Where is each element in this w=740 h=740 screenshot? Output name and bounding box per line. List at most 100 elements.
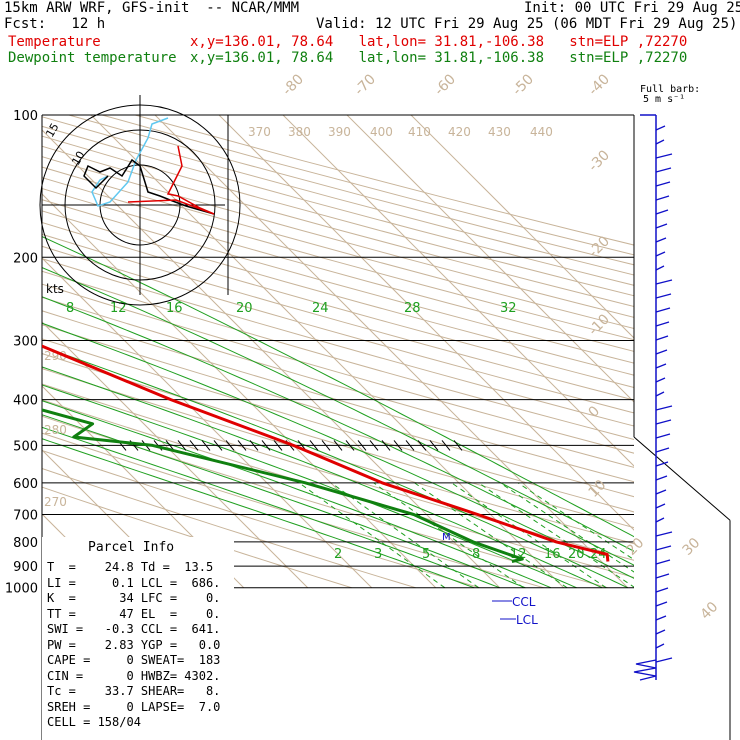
- moist-adiabat-line: [42, 366, 603, 589]
- mixing-ratio-line: [373, 482, 524, 589]
- dry-adiabat-line: [42, 245, 634, 414]
- wind-barb: [655, 531, 673, 537]
- wind-barb: [655, 153, 673, 159]
- dry-adiabat-line: [42, 383, 634, 561]
- mixing-ratio-label-8: 8: [472, 547, 480, 562]
- pressure-label-800: 800: [13, 536, 38, 551]
- wind-barb: [655, 503, 666, 509]
- dry-adiabat-line: [42, 233, 634, 401]
- freezing-hatch: [429, 440, 439, 451]
- wind-barb: [655, 391, 665, 397]
- freezing-hatch: [381, 440, 391, 451]
- isotherm-line: [154, 115, 629, 589]
- freezing-hatch: [369, 440, 379, 451]
- moist-label-32: 32: [500, 301, 517, 316]
- wind-barb: [655, 475, 668, 481]
- isotherm-line: [282, 115, 634, 467]
- dry-adiabat-line: [42, 258, 634, 427]
- wind-barb: [655, 307, 671, 313]
- freezing-hatch: [237, 440, 247, 451]
- isotherm-label--80: -80: [280, 71, 307, 98]
- isotherm-label--30: -30: [586, 147, 613, 174]
- dry-adiabat-line: [42, 135, 634, 297]
- wind-barb: [655, 363, 667, 369]
- freezing-hatch: [333, 440, 343, 451]
- mixing-ratio-label-16: 16: [544, 547, 561, 562]
- freezing-hatch: [405, 440, 415, 451]
- theta-label-270: 270: [44, 495, 67, 509]
- moist-label-28: 28: [404, 301, 421, 316]
- theta-label-410: 410: [408, 125, 431, 139]
- dry-adiabat-line: [42, 368, 634, 545]
- freezing-hatch: [357, 440, 367, 451]
- parcel-row: SWI = -0.3 CCL = 641.: [47, 622, 221, 636]
- forecast-hour: Fcst: 12 h: [4, 16, 106, 32]
- dry-adiabat-line: [42, 338, 634, 513]
- freezing-hatch: [453, 440, 463, 451]
- wind-barb-low: [633, 659, 657, 681]
- wind-barb: [655, 251, 666, 257]
- parcel-row: SREH = 0 LAPSE= 7.0: [47, 699, 221, 714]
- wind-barb: [655, 349, 668, 355]
- mixing-ratio-label-20: 20: [568, 547, 585, 562]
- isotherm-line: [42, 321, 309, 589]
- isotherm-label--60: -60: [432, 71, 459, 98]
- moist-adiabat-line: [42, 438, 475, 589]
- dry-adiabat-line: [42, 221, 634, 389]
- wind-barb: [655, 293, 672, 299]
- wind-barb: [655, 587, 669, 593]
- freezing-hatch: [321, 440, 331, 451]
- pressure-label-600: 600: [13, 477, 38, 492]
- theta-label-400: 400: [370, 125, 393, 139]
- freezing-hatch: [417, 440, 427, 451]
- mixing-ratio-label-5: 5: [422, 547, 430, 562]
- wind-barb: [655, 237, 667, 243]
- dry-adiabat-line: [42, 199, 634, 364]
- moist-label-12: 12: [110, 301, 127, 316]
- wind-barb: [655, 461, 669, 467]
- dry-adiabat-line: [42, 324, 634, 498]
- wind-barb: [655, 489, 667, 495]
- isotherm-line: [218, 115, 634, 531]
- dewpoint-info: x,y=136.01, 78.64 lat,lon= 31.81,-106.38…: [190, 50, 688, 66]
- dry-adiabat-line: [42, 156, 634, 318]
- wind-barb: [655, 615, 667, 621]
- moist-adiabat-line: [42, 322, 634, 579]
- init-time: Init: 00 UTC Fri 29 Aug 25: [524, 0, 740, 16]
- wind-barb: [655, 125, 666, 131]
- moist-adiabat-line: [42, 267, 634, 552]
- freezing-hatch: [393, 440, 403, 451]
- wind-barb: [655, 559, 671, 565]
- parcel-row: CAPE = 0 SWEAT= 183: [47, 653, 221, 667]
- dry-adiabat-line: [42, 177, 634, 341]
- wind-barb: [655, 279, 673, 285]
- dry-adiabat-line: [42, 353, 634, 529]
- wind-barb: [655, 447, 670, 453]
- valid-time: Valid: 12 UTC Fri 29 Aug 25 (06 MDT Fri …: [316, 16, 738, 32]
- isotherm-label--50: -50: [510, 71, 537, 98]
- pressure-label-700: 700: [13, 508, 38, 523]
- dry-adiabat-line: [42, 145, 634, 307]
- hodograph-units: kts: [46, 282, 64, 296]
- dry-adiabat-line: [42, 415, 608, 589]
- isotherm-line: [346, 115, 634, 403]
- freezing-hatch: [165, 440, 175, 451]
- freezing-hatch: [213, 440, 223, 451]
- isotherm-label--70: -70: [352, 71, 379, 98]
- isotherm-label-10: 10: [586, 477, 610, 501]
- dry-adiabat-line: [42, 486, 352, 589]
- model-title: 15km ARW WRF, GFS-init -- NCAR/MMM: [4, 0, 300, 16]
- wind-barb: [655, 167, 672, 173]
- wind-barb: [655, 321, 670, 327]
- moist-label-16: 16: [166, 301, 183, 316]
- dewpoint-profile: [42, 408, 524, 563]
- isotherm-line: [42, 449, 181, 589]
- freezing-hatch: [345, 440, 355, 451]
- pressure-label-100: 100: [13, 109, 38, 124]
- wind-barb: [655, 209, 669, 215]
- right-axis-lower: [633, 436, 731, 521]
- dry-adiabat-line: [42, 210, 634, 376]
- parcel-row: K = 34 LFC = 0.: [47, 591, 221, 605]
- wind-barb: [655, 657, 673, 663]
